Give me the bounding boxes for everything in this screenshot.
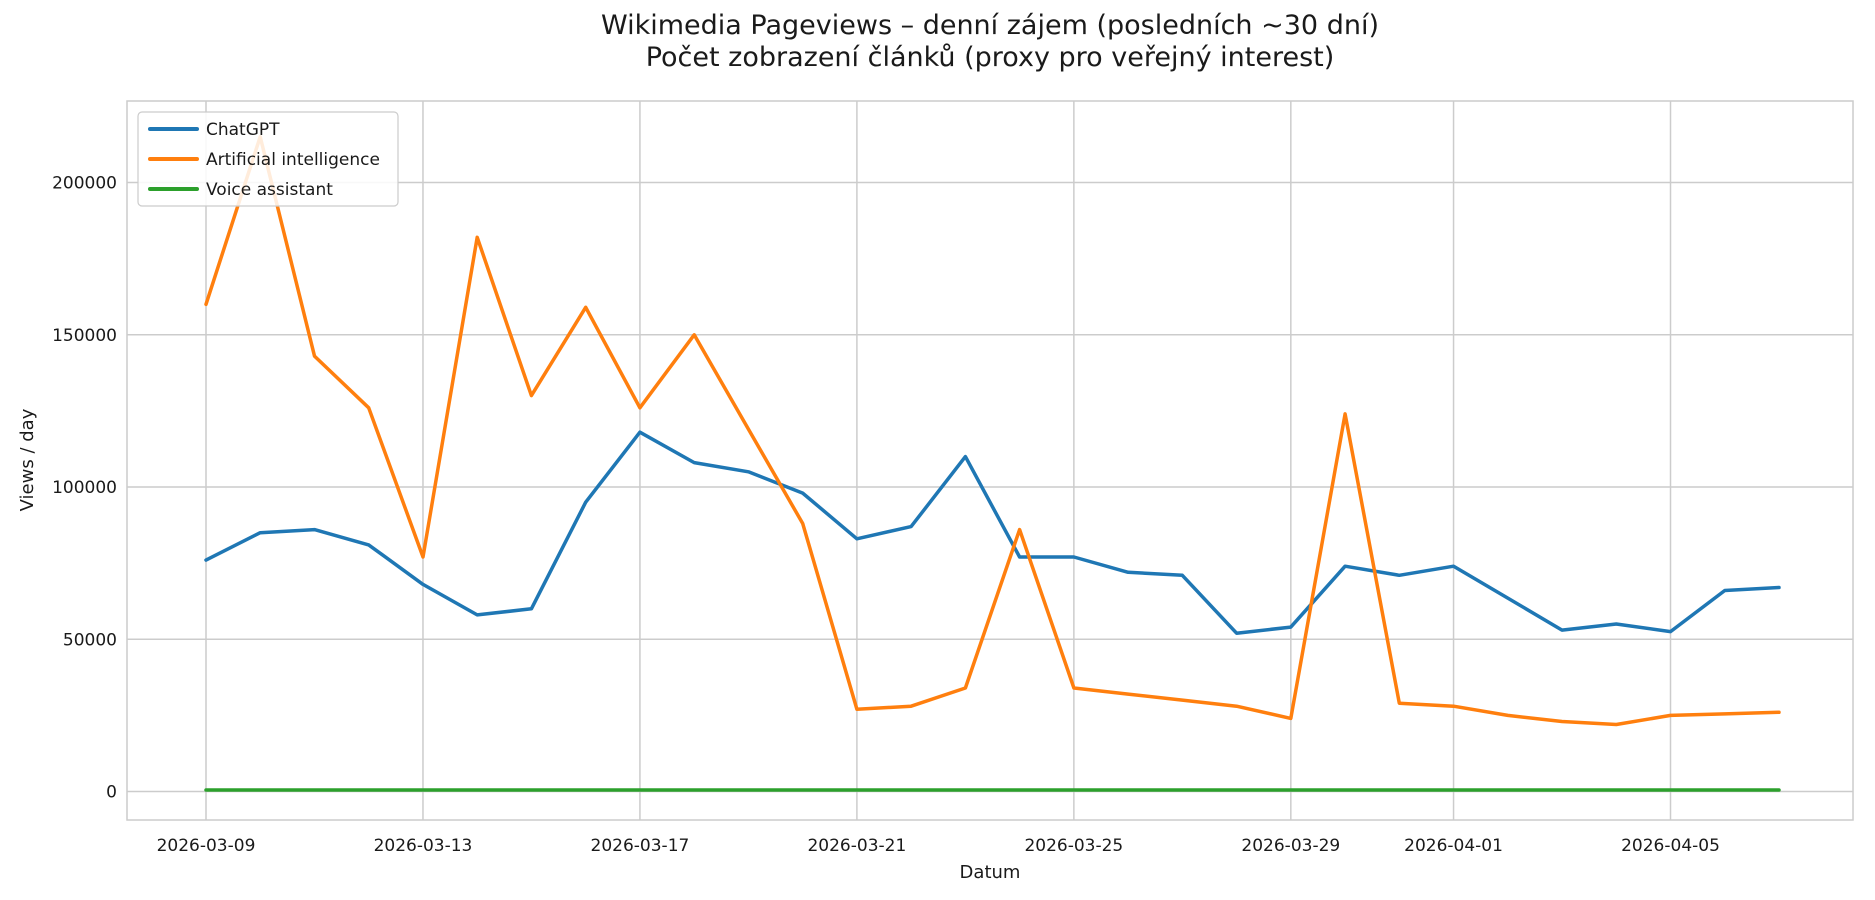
chart-subtitle: Počet zobrazení článků (proxy pro veřejn…: [646, 42, 1335, 73]
y-tick-label: 150000: [52, 326, 117, 346]
y-tick-label: 100000: [52, 478, 117, 498]
series-line-artificial-intelligence: [204, 135, 1781, 727]
legend-box: [137, 111, 399, 207]
y-axis-label: Views / day: [17, 408, 38, 511]
y-tick-label: 50000: [63, 630, 117, 650]
x-tick-label: 2026-04-05: [1621, 836, 1720, 856]
x-tick-label: 2026-04-01: [1404, 836, 1503, 856]
x-axis-label: Datum: [960, 862, 1021, 883]
series-line-chatgpt: [204, 430, 1781, 635]
x-tick-label: 2026-03-17: [591, 836, 690, 856]
plot-area: [127, 101, 1853, 820]
plot-border: [126, 100, 1854, 821]
chart-title: Wikimedia Pageviews – denní zájem (posle…: [601, 10, 1379, 41]
x-tick-label: 2026-03-09: [157, 836, 256, 856]
series-lines: [204, 135, 1781, 792]
x-tick-label: 2026-03-29: [1241, 836, 1340, 856]
tick-labels: 0 50000 100000 150000 200000 2026-03-09 2026-0…: [52, 174, 1720, 857]
y-tick-label: 0: [106, 783, 117, 803]
y-tick-label: 200000: [52, 174, 117, 194]
legend-label-chatgpt: ChatGPT: [206, 120, 280, 140]
legend: ChatGPT Artificial intelligence Voice assi…: [137, 111, 399, 207]
legend-label-artificial-intelligence: Artificial intelligence: [206, 150, 380, 170]
x-tick-label: 2026-03-21: [807, 836, 906, 856]
x-tick-label: 2026-03-25: [1024, 836, 1123, 856]
grid-lines: [127, 101, 1853, 820]
legend-label-voice-assistant: Voice assistant: [206, 180, 333, 200]
x-tick-label: 2026-03-13: [374, 836, 473, 856]
